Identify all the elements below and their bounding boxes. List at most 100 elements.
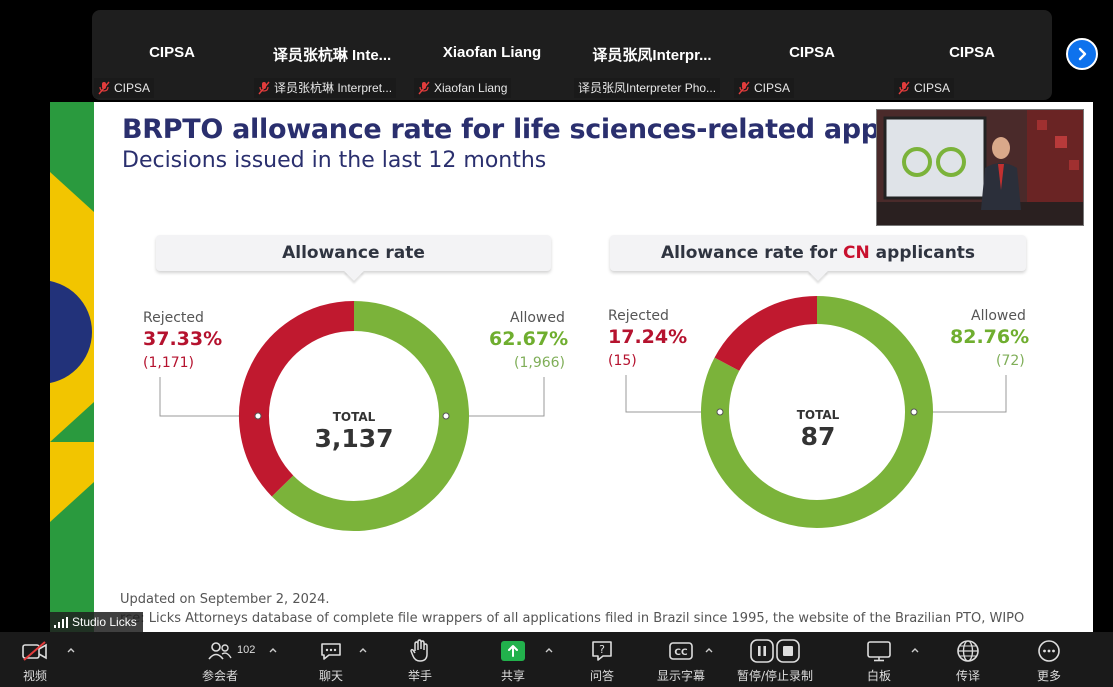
updated-note: Updated on September 2, 2024. xyxy=(120,592,330,607)
participant-label: CIPSA xyxy=(894,78,955,98)
left-allowed-label: Allowed xyxy=(510,310,565,326)
raise-hand-button[interactable]: 举手 xyxy=(385,637,455,684)
mic-off-icon xyxy=(98,81,110,95)
rejected-connector xyxy=(159,377,258,417)
right-allowed-count: (72) xyxy=(996,353,1025,369)
whiteboard-label: 白板 xyxy=(866,669,891,683)
participant-strip: CIPSA CIPSA 译员张杭琳 Inte... 译员张杭琳 Interpre… xyxy=(92,10,1052,100)
left-allowed-count: (1,966) xyxy=(514,355,566,371)
chevron-up-icon[interactable] xyxy=(358,645,368,655)
participant-label: Xiaofan Liang xyxy=(414,78,512,98)
rejected-segment xyxy=(714,296,818,372)
participant-tile[interactable]: 译员张凤Interpr... 译员张凤Interpreter Pho... xyxy=(572,10,732,100)
participant-tile[interactable]: CIPSA CIPSA xyxy=(92,10,252,100)
right-rejected-count: (15) xyxy=(608,353,637,369)
chevron-up-icon[interactable] xyxy=(544,645,554,655)
share-label: 共享 xyxy=(500,669,525,683)
participant-name: CIPSA xyxy=(949,44,995,61)
recording-button[interactable]: 暂停/停止录制 xyxy=(729,637,821,684)
participant-name: CIPSA xyxy=(149,44,195,61)
video-off-icon xyxy=(22,641,47,661)
right-total-label: TOTAL xyxy=(796,408,840,422)
participants-count: 102 xyxy=(237,644,256,656)
participant-label-text: 译员张杭琳 Interpret... xyxy=(274,81,393,95)
chat-icon xyxy=(321,643,341,660)
mic-off-icon xyxy=(418,81,430,95)
allowed-segment xyxy=(701,296,933,528)
participant-label: CIPSA xyxy=(734,78,795,98)
participant-label-text: CIPSA xyxy=(914,81,951,95)
globe-icon xyxy=(957,640,979,662)
chat-button[interactable]: 聊天 xyxy=(296,637,366,684)
rejected-marker xyxy=(254,412,262,420)
more-icon xyxy=(1038,640,1060,662)
qa-button[interactable]: ? 问答 xyxy=(567,637,637,684)
participants-icon xyxy=(208,642,232,660)
recording-label: 暂停/停止录制 xyxy=(736,669,814,683)
mic-off-icon xyxy=(898,81,910,95)
left-heading-text: Allowance rate xyxy=(282,243,425,263)
allowed-segment xyxy=(271,301,469,531)
participant-tile[interactable]: CIPSA CIPSA xyxy=(892,10,1052,100)
left-rejected-percent: 37.33% xyxy=(143,328,223,350)
interpretation-label: 传译 xyxy=(955,669,980,683)
next-page-button[interactable] xyxy=(1066,38,1098,70)
slide-title: BRPTO allowance rate for life sciences-r… xyxy=(122,114,880,145)
share-icon xyxy=(501,641,525,661)
participant-name: CIPSA xyxy=(789,44,835,61)
qa-label: 问答 xyxy=(589,669,614,683)
participant-tile[interactable]: 译员张杭琳 Inte... 译员张杭琳 Interpret... xyxy=(252,10,412,100)
chat-label: 聊天 xyxy=(318,669,343,683)
presenter-video-frame xyxy=(877,110,1083,225)
chevron-right-icon xyxy=(1078,47,1087,61)
participant-label-text: 译员张凤Interpreter Pho... xyxy=(578,81,717,95)
more-label: 更多 xyxy=(1036,669,1061,683)
allowed-marker xyxy=(442,412,450,420)
right-donut-chart xyxy=(625,296,1007,528)
video-button[interactable]: 视频 xyxy=(0,637,70,684)
participant-name: 译员张杭琳 Inte... xyxy=(272,47,392,64)
chevron-up-icon[interactable] xyxy=(704,645,714,655)
left-chart-heading: Allowance rate xyxy=(156,235,551,281)
right-allowed-percent: 82.76% xyxy=(950,326,1030,348)
raise-hand-label: 举手 xyxy=(407,669,432,683)
share-button[interactable]: 共享 xyxy=(478,637,548,684)
participant-tile[interactable]: Xiaofan Liang Xiaofan Liang xyxy=(412,10,572,100)
chevron-up-icon[interactable] xyxy=(268,645,278,655)
participant-label-text: CIPSA xyxy=(754,81,791,95)
rejected-marker xyxy=(716,408,724,416)
whiteboard-icon xyxy=(867,641,891,662)
svg-text:CC: CC xyxy=(674,648,688,658)
signal-icon xyxy=(54,616,68,628)
participant-name: Xiaofan Liang xyxy=(442,44,542,61)
pause-stop-icon xyxy=(750,639,800,663)
presenter-video[interactable] xyxy=(876,109,1084,226)
captions-icon: CC xyxy=(669,642,693,660)
slide-subtitle: Decisions issued in the last 12 months xyxy=(122,148,547,173)
brand-decoration xyxy=(50,102,94,632)
interpretation-button[interactable]: 传译 xyxy=(933,637,1003,684)
participant-tile[interactable]: CIPSA CIPSA xyxy=(732,10,892,100)
rejected-connector xyxy=(625,375,720,413)
whiteboard-button[interactable]: 白板 xyxy=(844,637,914,684)
participants-button[interactable]: 参会者 xyxy=(185,637,255,684)
more-button[interactable]: 更多 xyxy=(1014,637,1084,684)
rejected-segment xyxy=(239,301,355,497)
heading-suffix: applicants xyxy=(869,243,976,263)
chevron-up-icon[interactable] xyxy=(66,645,76,655)
left-rejected-label: Rejected xyxy=(143,310,204,326)
presenter-name: Studio Licks xyxy=(72,615,137,629)
meeting-toolbar: 视频 参会者 102 聊天 举手 共享 ? 问答 CC 显示字幕 暂停/停止录制… xyxy=(0,632,1113,687)
right-total-value: 87 xyxy=(800,422,836,451)
captions-button[interactable]: CC 显示字幕 xyxy=(646,637,716,684)
svg-text:?: ? xyxy=(599,643,605,656)
participant-label-text: Xiaofan Liang xyxy=(434,81,508,95)
participant-label-text: CIPSA xyxy=(114,81,151,95)
chevron-up-icon[interactable] xyxy=(910,645,920,655)
participant-label: CIPSA xyxy=(94,78,155,98)
hand-icon xyxy=(410,639,428,662)
heading-prefix: Allowance rate for xyxy=(660,243,844,263)
heading-pointer xyxy=(343,261,364,281)
allowed-marker xyxy=(910,408,918,416)
right-allowed-label: Allowed xyxy=(971,308,1026,324)
